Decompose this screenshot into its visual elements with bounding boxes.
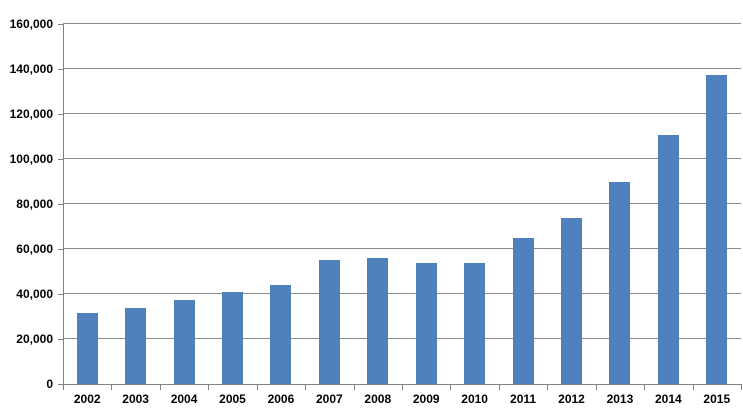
x-tick-label: 2006 [267,392,295,406]
bar-2005 [221,291,243,384]
x-tick-mark [595,385,597,390]
y-tick-mark [58,114,63,115]
bar-2008 [367,258,389,384]
x-tick-mark [741,385,742,390]
x-tick-label: 2009 [412,392,440,406]
x-tick-label: 2011 [510,392,537,406]
x-tick-mark [692,385,694,390]
bar-2006 [270,285,292,384]
y-tick-label: 0 [46,377,53,391]
bar-slot-2006 [257,24,305,384]
x-tick-mark [450,385,452,390]
x-tick-label: 2015 [703,392,731,406]
bar-series [63,24,741,384]
bar-2009 [415,262,437,384]
x-tick-mark [159,385,161,390]
y-tick-mark [58,204,63,205]
bar-slot-2011 [499,24,547,384]
x-tick-label: 2003 [122,392,149,406]
gridline [63,158,741,159]
bar-2007 [318,260,340,384]
x-tick-label: 2010 [461,392,488,406]
y-tick-label: 60,000 [16,242,53,256]
gridline [63,248,741,249]
x-tick-label: 2008 [364,392,392,406]
bar-slot-2008 [354,24,402,384]
y-tick-mark [58,249,63,250]
y-tick-mark [58,384,63,385]
plot-area [63,23,741,384]
x-tick-mark [402,385,403,390]
x-tick-mark [547,385,549,390]
x-tick-label: 2013 [606,392,634,406]
x-axis-line [63,384,742,385]
y-tick-label: 20,000 [16,332,53,346]
gridline [63,68,741,69]
bar-slot-2013 [596,24,644,384]
x-tick-mark [305,385,307,390]
y-tick-label: 100,000 [9,152,53,166]
bar-slot-2002 [63,24,111,384]
x-tick-mark [644,385,646,390]
x-tick-mark [111,385,113,390]
bar-slot-2014 [644,24,692,384]
y-tick-label: 40,000 [16,287,53,301]
bar-2004 [173,299,195,384]
gridline [63,293,741,294]
bar-slot-2005 [208,24,256,384]
x-tick-label: 2007 [316,392,343,406]
x-tick-mark [498,385,500,390]
y-tick-label: 120,000 [9,107,53,121]
bar-2013 [609,181,631,384]
bar-slot-2007 [305,24,353,384]
bar-2012 [560,217,582,384]
gridline [63,203,741,204]
x-tick-label: 2002 [73,392,101,406]
y-tick-label: 80,000 [16,197,53,211]
gridline [63,113,741,114]
bar-slot-2015 [692,24,740,384]
x-tick-mark [63,385,64,390]
gridline [63,338,741,339]
x-tick-label: 2004 [170,392,198,406]
bar-2010 [464,262,486,384]
bar-slot-2009 [402,24,450,384]
y-tick-label: 140,000 [9,62,53,76]
x-tick-label: 2012 [558,392,585,406]
y-tick-mark [58,24,63,25]
bar-2014 [657,135,679,384]
y-tick-mark [58,159,63,160]
bar-slot-2004 [160,24,208,384]
x-tick-mark [256,385,258,390]
x-tick-mark [208,385,210,390]
bar-2002 [76,313,98,384]
x-tick-mark [353,385,355,390]
y-tick-mark [58,294,63,295]
bar-2015 [706,74,728,384]
bar-2003 [125,307,147,384]
bar-slot-2003 [111,24,159,384]
y-axis-line [63,24,64,385]
gridline [63,23,741,24]
y-tick-label: 160,000 [9,17,53,31]
x-tick-label: 2014 [655,392,682,406]
y-tick-mark [58,339,63,340]
bar-slot-2012 [547,24,595,384]
bar-slot-2010 [450,24,498,384]
x-tick-label: 2005 [219,392,246,406]
y-tick-mark [58,69,63,70]
bar-2011 [512,237,534,384]
